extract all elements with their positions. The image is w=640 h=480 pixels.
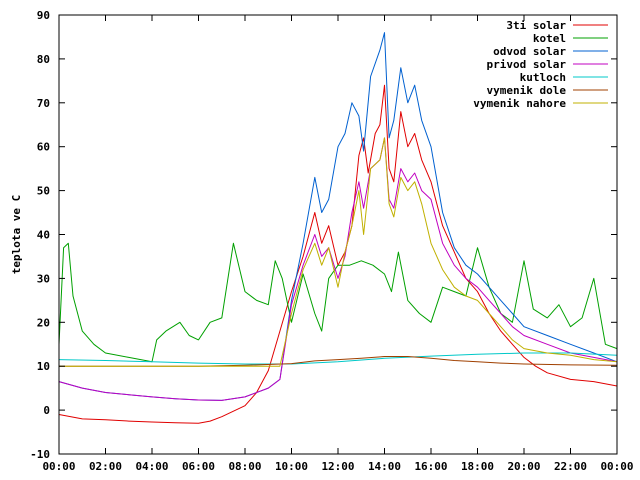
y-tick-label: 0 xyxy=(43,404,50,417)
legend-label: privod solar xyxy=(487,58,567,71)
legend-label: odvod solar xyxy=(493,45,566,58)
x-tick-label: 14:00 xyxy=(368,460,401,473)
series-layer xyxy=(58,32,618,424)
legend-label: 3ti solar xyxy=(506,19,566,32)
y-tick-label: -10 xyxy=(30,448,50,461)
legend-label: vymenik nahore xyxy=(473,97,566,110)
x-tick-label: 16:00 xyxy=(414,460,447,473)
series-line-7 xyxy=(59,137,618,367)
series-line-2 xyxy=(58,242,618,363)
legend-label: kutloch xyxy=(520,71,566,84)
y-tick-label: 50 xyxy=(37,185,50,198)
x-tick-label: 08:00 xyxy=(228,460,261,473)
y-tick-label: 90 xyxy=(37,9,50,22)
series-line-5 xyxy=(58,352,618,365)
y-tick-label: 10 xyxy=(37,360,50,373)
x-tick-label: 02:00 xyxy=(89,460,122,473)
y-tick-label: 70 xyxy=(37,97,50,110)
legend-label: vymenik dole xyxy=(487,84,567,97)
y-tick-label: 20 xyxy=(37,316,50,329)
x-tick-label: 12:00 xyxy=(321,460,354,473)
x-tick-label: 04:00 xyxy=(135,460,168,473)
x-tick-label: 18:00 xyxy=(461,460,494,473)
ticks-layer: 00:00 02:00 04:00 06:00 08:00 10:00 12:00 14:00… xyxy=(30,9,633,473)
x-tick-label: 10:00 xyxy=(275,460,308,473)
x-tick-label: 22:00 xyxy=(554,460,587,473)
x-tick-label: 00:00 xyxy=(42,460,75,473)
x-tick-label: 20:00 xyxy=(507,460,540,473)
series-line-1 xyxy=(58,84,618,424)
y-tick-label: 30 xyxy=(37,272,50,285)
legend-label: kotel xyxy=(533,32,566,45)
y-tick-label: 80 xyxy=(37,53,50,66)
y-tick-label: 60 xyxy=(37,141,50,154)
x-tick-label: 00:00 xyxy=(600,460,633,473)
x-tick-label: 06:00 xyxy=(182,460,215,473)
y-axis-label: teplota ve C xyxy=(10,195,23,274)
y-tick-label: 40 xyxy=(37,229,50,242)
